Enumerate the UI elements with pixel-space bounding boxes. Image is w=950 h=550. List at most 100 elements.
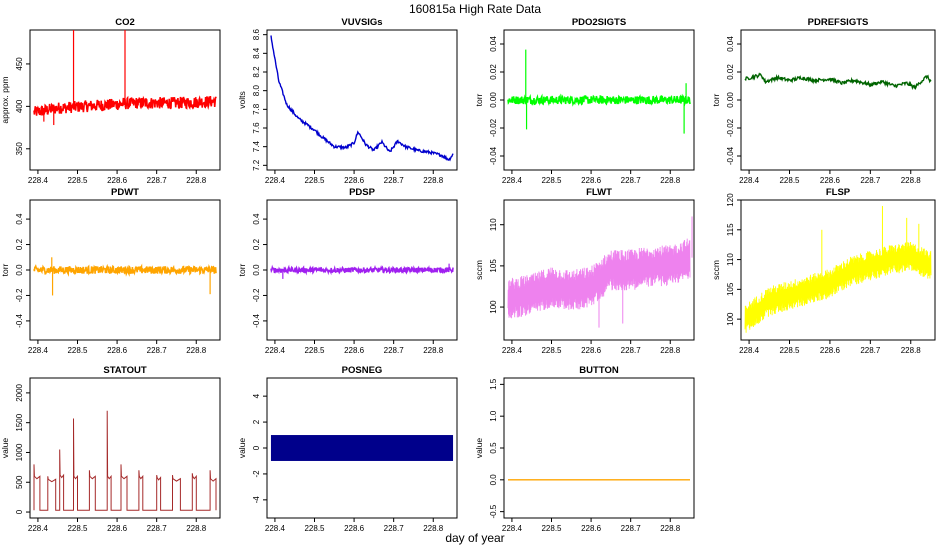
x-tick-label: 228.8 <box>423 524 444 533</box>
y-tick-label: 1.5 <box>489 378 498 390</box>
plot-frame <box>29 377 221 519</box>
x-tick-label: 228.5 <box>779 346 800 355</box>
x-tick-label: 228.6 <box>344 346 365 355</box>
x-tick-label: 228.7 <box>147 176 168 185</box>
panel-title: FLWT <box>586 187 612 198</box>
x-tick-label: 228.8 <box>660 524 681 533</box>
x-tick-label: 228.7 <box>147 346 168 355</box>
x-tick-label: 228.7 <box>384 176 405 185</box>
x-tick-label: 228.4 <box>28 524 49 533</box>
y-tick-label: 2 <box>252 419 261 424</box>
series-line <box>33 263 217 277</box>
plot-frame <box>740 29 936 171</box>
y-tick-label: 7.2 <box>252 159 261 171</box>
y-tick-label: 0 <box>15 509 24 514</box>
x-tick-label: 228.4 <box>502 176 523 185</box>
x-tick-label: 228.4 <box>265 176 286 185</box>
x-tick-label: 228.4 <box>739 176 760 185</box>
y-tick-label: 8.0 <box>252 85 261 97</box>
x-tick-label: 228.7 <box>621 524 642 533</box>
series-line <box>744 241 932 333</box>
x-tick-label: 228.5 <box>67 524 88 533</box>
y-tick-label: 1500 <box>15 413 24 431</box>
y-tick-label: 0.02 <box>489 64 498 80</box>
series-vuvsigs <box>270 35 454 162</box>
y-tick-label: -0.02 <box>726 118 735 137</box>
x-tick-label: 228.5 <box>541 346 562 355</box>
y-tick-label: -0.4 <box>15 313 24 327</box>
y-tick-label: 1.0 <box>489 410 498 422</box>
y-tick-label: 1000 <box>15 443 24 461</box>
series-line <box>744 72 932 91</box>
y-tick-label: 105 <box>489 259 498 273</box>
x-tick-label: 228.4 <box>28 176 49 185</box>
panel-pdo2sigts: PDO2SIGTS 228.4 228.5 228.6 228.7 228.8 -0.04 -… <box>474 17 695 185</box>
x-tick-label: 228.5 <box>541 176 562 185</box>
y-tick-label: 115 <box>726 223 735 236</box>
y-tick-label: 450 <box>15 57 24 71</box>
y-tick-label: 500 <box>15 475 24 489</box>
plot-frame <box>503 199 695 341</box>
x-tick-label: 228.5 <box>304 524 325 533</box>
y-tick-label: -2 <box>252 470 261 478</box>
series-pdsp <box>270 263 454 279</box>
y-tick-label: 0.0 <box>252 264 261 276</box>
y-tick-label: 8.2 <box>252 66 261 78</box>
panel-title: CO2 <box>115 17 135 28</box>
y-axis-label: value <box>237 438 247 459</box>
y-axis-label: approx. ppm <box>0 76 10 123</box>
panel-title: PDSP <box>349 187 376 198</box>
y-tick-label: 0.2 <box>252 238 261 250</box>
page-title: 160815a High Rate Data <box>408 2 542 16</box>
panel-flwt: FLWT 228.4 228.5 228.6 228.7 228.8 100 105 110 sc… <box>474 187 695 355</box>
plot-frame <box>740 199 936 341</box>
x-tick-label: 228.8 <box>660 346 681 355</box>
panel-title: PDWT <box>111 187 139 198</box>
panel-title: POSNEG <box>342 365 383 376</box>
x-tick-label: 228.6 <box>581 176 602 185</box>
series-fill <box>270 435 454 461</box>
y-axis-label: sccm <box>711 260 721 280</box>
y-tick-label: 0.00 <box>726 92 735 108</box>
y-tick-label: 7.6 <box>252 122 261 134</box>
y-tick-label: -0.5 <box>489 504 498 518</box>
y-tick-label: 0.0 <box>15 264 24 276</box>
x-tick-label: 228.8 <box>901 176 922 185</box>
series-pdrefsigts <box>744 72 932 91</box>
panel-title: STATOUT <box>103 365 146 376</box>
series-co2 <box>33 30 217 126</box>
panel-button: BUTTON 228.4 228.5 228.6 228.7 228.8 -0.5 0.0 0.… <box>474 365 695 533</box>
y-axis-label: value <box>0 438 10 459</box>
x-tick-label: 228.6 <box>344 176 365 185</box>
y-tick-label: 0.00 <box>489 92 498 108</box>
plot-frame <box>266 29 458 171</box>
x-tick-label: 228.6 <box>107 176 128 185</box>
x-tick-label: 228.7 <box>621 176 642 185</box>
y-axis-label: torr <box>474 93 484 106</box>
x-tick-label: 228.8 <box>660 176 681 185</box>
x-tick-label: 228.8 <box>901 346 922 355</box>
x-tick-label: 228.6 <box>581 524 602 533</box>
panel-title: VUVSIGs <box>341 17 382 28</box>
x-tick-label: 228.6 <box>581 346 602 355</box>
x-tick-label: 228.8 <box>186 346 207 355</box>
y-tick-label: 0.4 <box>15 213 24 225</box>
series-flsp <box>744 205 932 333</box>
series-posneg <box>270 435 454 461</box>
x-tick-label: 228.5 <box>541 524 562 533</box>
x-tick-label: 228.4 <box>265 346 286 355</box>
y-tick-label: 0.5 <box>489 442 498 454</box>
y-tick-label: 0.2 <box>15 238 24 250</box>
x-tick-label: 228.7 <box>621 346 642 355</box>
y-tick-label: 0.4 <box>252 213 261 225</box>
y-axis-label: torr <box>711 93 721 106</box>
panel-posneg: POSNEG 228.4 228.5 228.6 228.7 228.8 -4 -2 0 2 4 va… <box>237 365 458 533</box>
y-tick-label: 4 <box>252 393 261 398</box>
x-tick-label: 228.8 <box>186 176 207 185</box>
y-axis-label: torr <box>0 263 10 276</box>
x-tick-label: 228.4 <box>502 524 523 533</box>
series-pdwt <box>33 257 217 296</box>
y-tick-label: -0.2 <box>15 288 24 302</box>
y-axis-label: sccm <box>474 260 484 280</box>
